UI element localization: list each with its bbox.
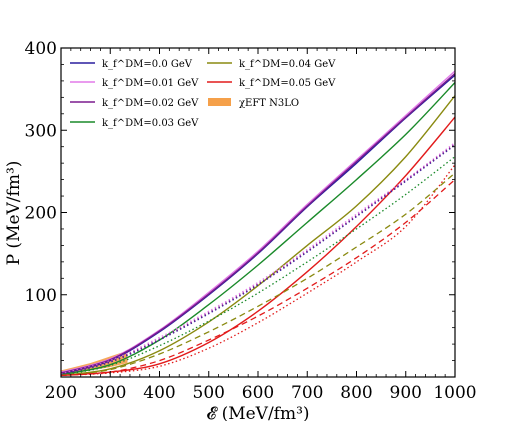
series-line-3 [60, 72, 456, 374]
series-line-8 [60, 142, 456, 375]
x-tick-label: 900 [390, 383, 422, 403]
x-tick-label: 800 [340, 383, 372, 403]
series-line-5 [60, 95, 456, 377]
x-tick-label: 400 [143, 383, 175, 403]
y-tick-label: 200 [25, 204, 57, 224]
axes: 200 300 400 500 600 700 800 900 1000 100 200 300 400 [25, 39, 477, 403]
x-tick-label: 500 [193, 383, 225, 403]
series-line-13 [60, 179, 456, 377]
legend-label: k_f^DM=0.03 GeV [102, 118, 199, 129]
x-tick-label: 600 [242, 383, 274, 403]
series-line-7 [60, 144, 456, 376]
x-tick-label: 1000 [433, 383, 476, 403]
series-line-9 [60, 143, 456, 376]
series-line-12 [60, 172, 456, 377]
y-tick-label: 400 [25, 39, 57, 59]
legend: k_f^DM=0.0 GeV k_f^DM=0.01 GeV k_f^DM=0.02… [70, 59, 336, 129]
series-line-6 [60, 116, 456, 377]
series-line-10 [60, 156, 456, 377]
legend-swatch-band [208, 98, 231, 106]
legend-label: k_f^DM=0.04 GeV [239, 59, 336, 70]
x-tick-label: 700 [291, 383, 323, 403]
y-axis-title: P (MeV/fm³) [4, 161, 24, 266]
legend-label: k_f^DM=0.05 GeV [239, 78, 336, 89]
y-tick-label: 100 [25, 286, 57, 306]
legend-label: χEFT N3LO [239, 98, 299, 109]
plot-area [60, 70, 456, 377]
x-axis-title: 𝓔 (MeV/fm³) [206, 404, 309, 421]
legend-label: k_f^DM=0.02 GeV [102, 98, 199, 109]
legend-label: k_f^DM=0.01 GeV [102, 78, 199, 89]
series-line-11 [60, 164, 456, 377]
x-tick-label: 300 [94, 383, 126, 403]
y-tick-label: 300 [25, 121, 57, 141]
x-tick-label: 200 [45, 383, 77, 403]
series-line-4 [60, 82, 456, 376]
legend-label: k_f^DM=0.0 GeV [102, 59, 193, 70]
